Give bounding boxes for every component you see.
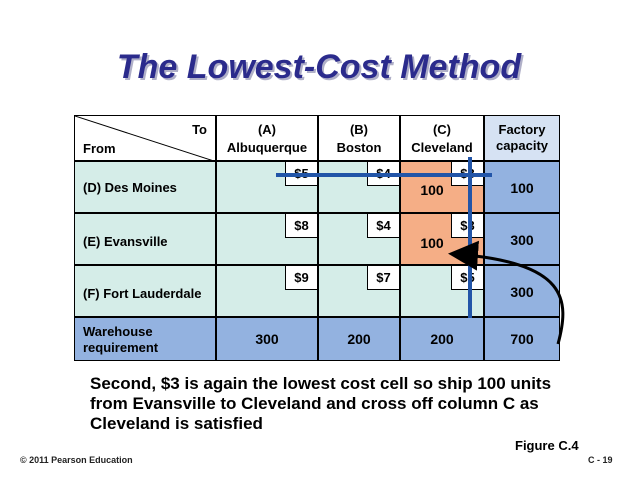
copyright-notice: © 2011 Pearson Education <box>20 455 133 465</box>
capacity-header-line1: Factory <box>498 122 546 137</box>
requirement-total: 700 <box>484 317 560 361</box>
requirement-albuquerque: 300 <box>216 317 318 361</box>
corner-to-label: To <box>192 122 207 137</box>
cell-f-b: $7 <box>318 265 400 317</box>
cost-box: $8 <box>285 214 317 238</box>
allocation-value: 100 <box>420 182 444 198</box>
explanation-line: Second, $3 is again the lowest cost cell… <box>90 374 552 393</box>
column-header-albuquerque: (A) Albuquerque <box>216 115 318 161</box>
row-label-fort-lauderdale: (F) Fort Lauderdale <box>74 265 216 317</box>
capacity-fort-lauderdale: 300 <box>484 265 560 317</box>
explanation-text: Second, $3 is again the lowest cost cell… <box>90 374 590 434</box>
pointer-arrow <box>448 240 565 345</box>
corner-cell: To From <box>74 115 217 162</box>
column-header-line1: (B) <box>349 122 369 137</box>
cost-box: $4 <box>367 214 399 238</box>
requirement-label: Warehouse requirement <box>74 317 216 361</box>
cost-box: $9 <box>285 266 317 290</box>
cell-d-b: $4 <box>318 161 400 213</box>
slide-title: The Lowest-Cost Method <box>116 48 522 86</box>
transportation-table: To From (A) Albuquerque (B) Boston (C) C… <box>74 115 560 361</box>
column-header-cleveland: (C) Cleveland <box>400 115 484 161</box>
explanation-line: from Evansville to Cleveland and cross o… <box>90 394 539 413</box>
cell-d-a: $5 <box>216 161 318 213</box>
row-label-text: (E) Evansville <box>83 234 168 249</box>
figure-label: Figure C.4 <box>515 438 579 453</box>
capacity-des-moines: 100 <box>484 161 560 213</box>
diagonal-divider <box>75 116 217 162</box>
corner-from-label: From <box>83 141 116 156</box>
requirement-cleveland: 200 <box>400 317 484 361</box>
capacity-header-line2: capacity <box>495 138 549 153</box>
row-label-evansville: (E) Evansville <box>74 213 216 265</box>
row-label-text: (D) Des Moines <box>83 180 177 195</box>
column-header-line1: (C) <box>432 122 452 137</box>
requirement-boston: 200 <box>318 317 400 361</box>
cell-e-a: $8 <box>216 213 318 265</box>
capacity-value: 100 <box>510 180 534 196</box>
requirement-label-line1: Warehouse <box>83 324 153 339</box>
column-header-line1: (A) <box>257 122 277 137</box>
capacity-header: Factory capacity <box>484 115 560 161</box>
column-header-line2: Boston <box>336 140 382 155</box>
capacity-value: 300 <box>510 232 534 248</box>
column-header-boston: (B) Boston <box>318 115 400 161</box>
requirement-value: 300 <box>255 331 279 347</box>
page-number: C - 19 <box>588 455 613 465</box>
explanation-line: Cleveland is satisfied <box>90 414 263 433</box>
allocation-value: 100 <box>420 235 444 251</box>
cell-e-b: $4 <box>318 213 400 265</box>
requirement-value: 200 <box>430 331 454 347</box>
row-label-text: (F) Fort Lauderdale <box>83 286 202 301</box>
requirement-value: 200 <box>347 331 371 347</box>
cell-f-a: $9 <box>216 265 318 317</box>
capacity-value: 300 <box>510 284 534 300</box>
column-header-line2: Albuquerque <box>226 140 308 155</box>
column-header-line2: Cleveland <box>411 140 473 155</box>
row-label-des-moines: (D) Des Moines <box>74 161 216 213</box>
cost-box: $7 <box>367 266 399 290</box>
requirement-label-line2: requirement <box>83 340 159 355</box>
capacity-evansville: 300 <box>484 213 560 265</box>
requirement-total-value: 700 <box>510 331 534 347</box>
